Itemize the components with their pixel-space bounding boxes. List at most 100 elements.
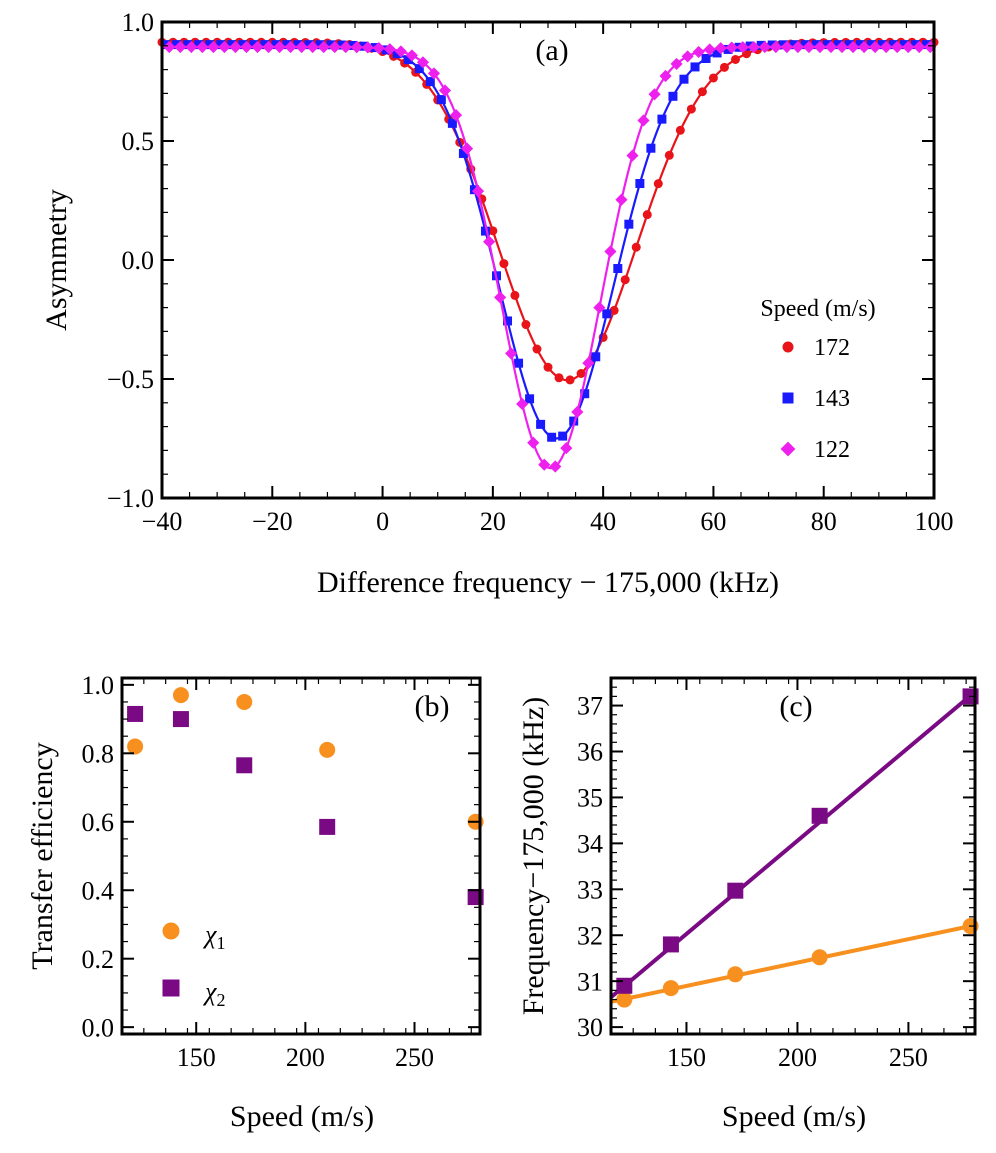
y-tick-label: 0.5 [122,127,155,156]
data-point-122 [394,45,407,58]
data-point-143 [602,309,612,319]
y-tick-label: 33 [577,875,603,904]
data-point-172 [499,259,509,269]
data-point-172 [565,375,575,385]
data-point-143 [679,74,689,84]
data-point-172 [697,87,707,97]
data-point-172 [664,150,674,160]
data-point-orange [662,980,679,997]
data-point-122 [516,397,529,411]
panel-c-frame [609,676,977,1036]
panel-a-xlabel: Difference frequency − 175,000 (kHz) [317,566,779,599]
data-point-122 [483,235,496,248]
data-point-purple [811,807,828,824]
x-tick-label: −40 [142,507,183,536]
data-point-122 [262,40,275,54]
panel-a-asymmetry-chart: −40 −20 0 20 40 60 80 100−1.0−0.50.00.51.0 (a) … [40,8,954,599]
data-point-122 [251,40,264,54]
data-point-122 [626,149,639,162]
data-point-143 [701,53,711,63]
data-point-122 [560,441,573,455]
data-point-122 [163,40,176,54]
data-point-172 [730,54,740,64]
x-tick-label: 250 [889,1043,928,1072]
data-point-122 [317,40,330,54]
x-tick-label: 60 [700,507,726,536]
data-point-122 [758,40,771,54]
data-point-122 [615,193,628,206]
panel-b-ylabel: Transfer efficiency [26,742,59,969]
data-point-172 [675,125,685,135]
data-point-122 [405,49,418,62]
data-point-122 [858,40,871,54]
data-point-122 [240,40,253,54]
legend-marker-purple [162,979,180,997]
data-point-143 [690,62,700,72]
panel-a-legend-title: Speed (m/s) [760,296,875,322]
panel-b-ticks: 150 200 250 0.0 0.2 0.4 0.6 0.8 1.0 [82,671,480,1072]
data-point-purple [662,936,679,953]
data-point-orange [127,738,144,755]
panel-a-ticks: −40 −20 0 20 40 60 80 100 −1.0 −0.5 0.0 0.5 1.0 [107,8,954,536]
fit-curve-143 [162,43,934,440]
data-point-143 [624,219,634,229]
data-point-122 [196,40,209,54]
data-point-143 [558,431,568,441]
data-point-122 [846,40,860,54]
x-tick-label: 150 [667,1043,706,1072]
legend-label-orange: χ1 [202,920,225,953]
data-point-orange [236,693,253,710]
data-point-172 [631,242,641,252]
legend-label-purple: χ2 [202,977,225,1010]
data-point-122 [769,40,782,54]
data-point-122 [902,40,915,54]
data-point-122 [891,40,904,54]
data-point-orange [727,966,744,983]
legend-marker-orange [162,922,180,940]
data-point-122 [549,460,562,473]
panel-a-legend: 172 143 122 [780,335,850,463]
x-tick-label: 40 [590,507,616,536]
x-tick-label: 150 [177,1043,216,1072]
data-point-122 [229,40,242,54]
x-tick-label: 100 [915,507,954,536]
y-tick-label: 0.2 [82,945,115,974]
fit-curve-172 [162,41,934,382]
panel-c-label: (c) [779,690,812,723]
panel-a-frame [160,20,936,500]
data-point-orange [172,687,189,704]
data-point-122 [383,43,396,56]
data-point-172 [653,179,663,189]
data-point-122 [350,41,363,54]
data-point-143 [657,114,667,124]
data-point-122 [747,41,760,54]
data-point-122 [273,40,286,54]
data-point-122 [295,40,308,54]
data-point-122 [670,57,683,70]
data-point-143 [569,416,579,426]
data-point-143 [425,77,435,87]
panel-c-ylabel: Frequency−175,000 (kHz) [517,697,550,1016]
legend-marker-172 [782,341,794,353]
data-point-purple [172,711,189,728]
legend-label-122: 122 [814,437,850,463]
data-point-purple [236,757,253,774]
x-tick-label: 200 [286,1043,325,1072]
data-point-122 [494,291,507,304]
data-point-143 [646,143,656,153]
data-point-172 [609,305,619,315]
y-tick-label: 0.4 [82,876,115,905]
x-tick-label: 80 [811,507,837,536]
data-point-172 [532,344,542,354]
data-point-172 [488,226,498,236]
data-point-purple [616,977,633,994]
legend-label-143: 143 [814,386,850,412]
data-point-143 [503,316,513,326]
y-tick-label: −0.5 [107,365,154,394]
data-point-122 [527,436,540,449]
panel-b-xlabel: Speed (m/s) [230,1100,374,1133]
data-point-purple [319,818,336,835]
data-point-143 [458,148,468,158]
y-tick-label: 31 [577,967,603,996]
data-point-143 [480,226,490,236]
